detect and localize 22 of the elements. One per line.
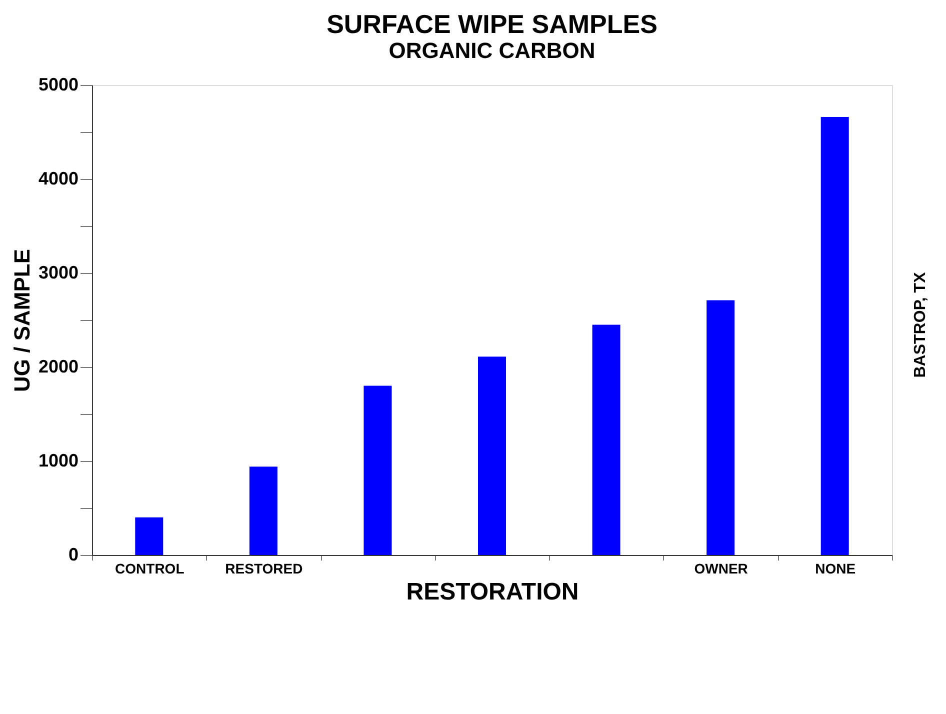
x-axis-title: RESTORATION	[406, 578, 579, 606]
bar	[135, 517, 164, 555]
x-tick-label: OWNER	[694, 560, 748, 576]
chart-subtitle: ORGANIC CARBON	[388, 38, 596, 63]
chart-title: SURFACE WIPE SAMPLES	[326, 9, 658, 39]
y-tick-label: 3000	[38, 262, 78, 282]
y-tick-label: 5000	[38, 74, 78, 94]
bar	[478, 356, 506, 555]
y-tick-label: 1000	[38, 450, 78, 470]
y-axis-title: UG / SAMPLE	[9, 248, 34, 392]
bar	[249, 466, 278, 555]
y-tick-label: 0	[68, 544, 78, 564]
bar	[592, 324, 620, 555]
x-tick-label: RESTORED	[225, 560, 303, 576]
bar	[706, 300, 735, 555]
y-tick-label: 2000	[38, 356, 78, 376]
y-tick-label: 4000	[38, 168, 78, 188]
text: BASTROP, TX	[912, 272, 929, 378]
x-tick-label: NONE	[815, 560, 856, 576]
bar	[820, 116, 849, 555]
x-tick-label: CONTROL	[115, 560, 185, 576]
bar	[364, 386, 392, 555]
